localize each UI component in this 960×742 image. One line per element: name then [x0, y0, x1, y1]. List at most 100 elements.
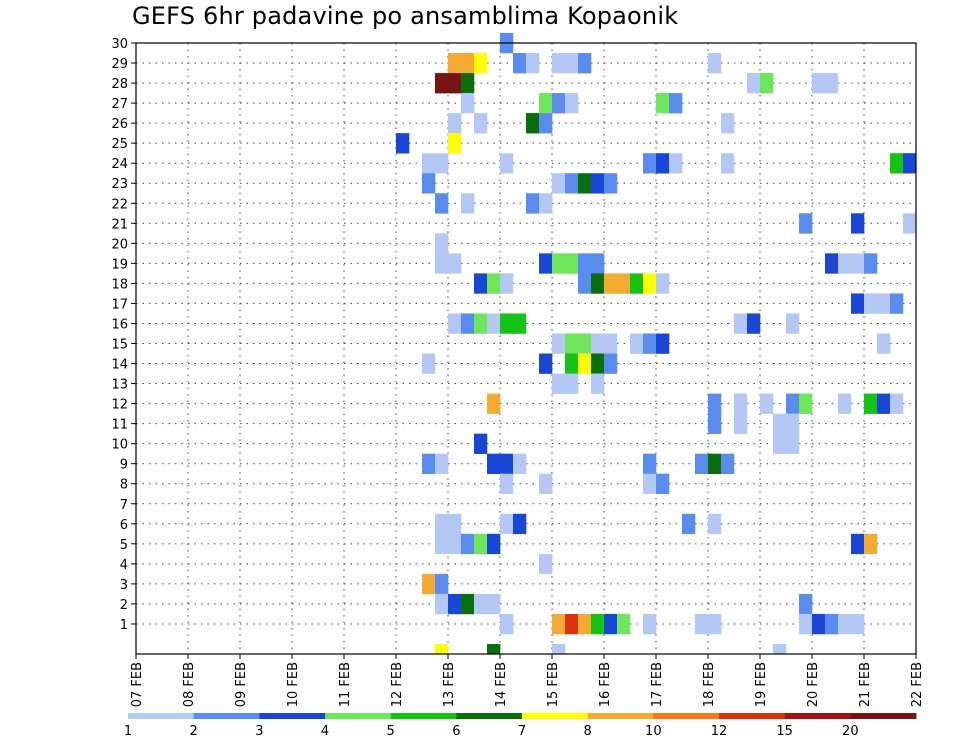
colorbar-label: 4 [321, 724, 329, 739]
heatmap-cell [461, 533, 475, 555]
heatmap-cell [526, 193, 540, 214]
heatmap-cell [721, 113, 735, 134]
x-tick-label: 17 FEB [650, 662, 665, 707]
colorbar-label: 3 [255, 724, 263, 739]
heatmap-cell [461, 53, 475, 74]
colorbar-swatch [390, 713, 457, 719]
heatmap-cell [786, 393, 800, 414]
heatmap-cell [812, 613, 826, 635]
heatmap-cell [669, 153, 683, 174]
y-tick-label: 5 [120, 538, 128, 553]
heatmap-cell [448, 53, 462, 74]
heatmap-cell [461, 313, 475, 334]
heatmap-cell [656, 333, 670, 354]
colorbar-swatch [850, 713, 917, 719]
heatmap-cell [513, 453, 527, 474]
heatmap-cell [448, 253, 462, 274]
heatmap-cell [513, 53, 527, 74]
heatmap-cell [799, 213, 813, 234]
heatmap-cell [435, 453, 449, 474]
y-tick-label: 15 [111, 337, 128, 352]
heatmap-cell [669, 93, 683, 114]
x-tick-label: 12 FEB [390, 662, 405, 707]
heatmap-cell [578, 53, 592, 74]
heatmap-cell [435, 643, 449, 655]
x-axis: 07 FEB 08 FEB 09 FEB 10 FEB 11 FEB 12 FEB 13 F… [130, 654, 925, 707]
heatmap-cell [838, 393, 852, 414]
heatmap-cell [643, 453, 657, 474]
heatmap-cell [838, 253, 852, 274]
heatmap-cell [643, 473, 657, 495]
y-tick-label: 27 [111, 97, 128, 112]
colorbar-swatch [456, 713, 523, 719]
heatmap-cell [747, 313, 761, 334]
heatmap-cell [734, 393, 748, 414]
y-tick-label: 2 [120, 598, 128, 613]
heatmap-cell [604, 353, 618, 374]
heatmap-cell [773, 433, 787, 454]
heatmap-cell [448, 133, 462, 154]
heatmap-cell [552, 253, 566, 274]
heatmap-cell [630, 333, 644, 354]
y-tick-label: 14 [111, 358, 128, 373]
colorbar-label: 8 [584, 724, 592, 739]
heatmap-cell [448, 533, 462, 555]
heatmap-cell [448, 113, 462, 134]
heatmap-cell [435, 233, 449, 254]
heatmap-cell [760, 73, 774, 94]
heatmap-cell [461, 193, 475, 214]
heatmap-cell [435, 73, 449, 94]
x-tick-label: 10 FEB [286, 662, 301, 707]
grid-lines [135, 42, 917, 654]
colorbar-label: 10 [645, 724, 662, 739]
heatmap-cell [578, 273, 592, 294]
heatmap-cell [864, 253, 878, 274]
heatmap-cell [786, 313, 800, 334]
heatmap-cell [903, 153, 917, 174]
y-tick-label: 11 [111, 418, 128, 433]
heatmap-cell [825, 613, 839, 635]
heatmap-cell [591, 333, 605, 354]
heatmap-cell [643, 333, 657, 354]
heatmap-cell [539, 553, 553, 575]
heatmap-cell [435, 513, 449, 535]
heatmap-cell [565, 173, 579, 194]
heatmap-cell [539, 193, 553, 214]
heatmap-cell [552, 93, 566, 114]
heatmap-cell [578, 253, 592, 274]
y-tick-label: 12 [111, 398, 128, 413]
heatmap-cell [500, 613, 514, 635]
colorbar-swatch [522, 713, 589, 719]
heatmap-cell [396, 133, 410, 154]
heatmap-cell [448, 513, 462, 535]
heatmap-cell [721, 153, 735, 174]
heatmap-cell [747, 73, 761, 94]
heatmap-cell [721, 453, 735, 474]
heatmap-cell [474, 113, 488, 134]
heatmap-cell [487, 643, 501, 655]
heatmap-cell [877, 333, 891, 354]
y-tick-label: 4 [120, 558, 128, 573]
heatmap-cell [500, 153, 514, 174]
heatmap-cell [474, 53, 488, 74]
heatmap-cell [630, 273, 644, 294]
heatmap-cell [604, 613, 618, 635]
heatmap-cell [565, 253, 579, 274]
y-tick-label: 19 [111, 257, 128, 272]
heatmap-cell [565, 333, 579, 354]
heatmap-cell [474, 313, 488, 334]
heatmap-cell [903, 213, 917, 234]
heatmap-cell [500, 313, 514, 334]
y-tick-label: 18 [111, 277, 128, 292]
y-tick-label: 28 [111, 77, 128, 92]
heatmap-cell [474, 273, 488, 294]
x-tick-label: 19 FEB [754, 662, 769, 707]
y-tick-label: 30 [111, 37, 128, 52]
colorbar-swatch [719, 713, 786, 719]
heatmap-cell [812, 73, 826, 94]
heatmap-cell [539, 353, 553, 374]
y-tick-label: 26 [111, 117, 128, 132]
heatmap-cell [591, 353, 605, 374]
colorbar-label: 12 [711, 724, 728, 739]
heatmap-cell [643, 273, 657, 294]
